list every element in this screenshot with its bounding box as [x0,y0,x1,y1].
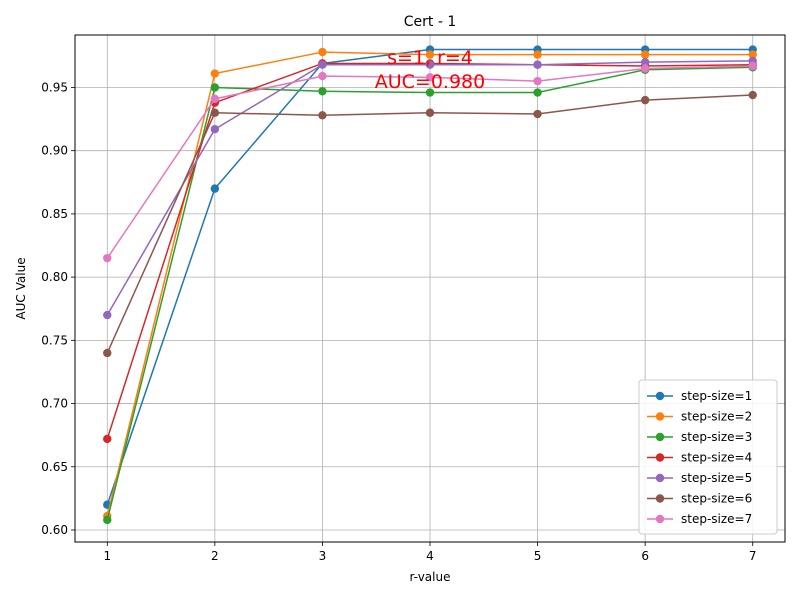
legend-swatch-marker [655,412,665,421]
axis-ticks: 1 2 3 4 5 6 7 0.60 0.65 0.70 0.75 0.80 0.85 0.90 0.95 [41,80,756,563]
y-tick-label: 0.95 [41,80,68,94]
legend-swatch-marker [655,494,665,503]
x-tick-label: 5 [534,549,542,563]
data-point [103,515,112,525]
y-tick-label: 0.80 [41,270,68,284]
data-point [318,47,327,57]
data-point [210,94,220,104]
data-point [425,50,435,59]
legend-entry: step-size=4 [681,451,752,465]
data-point [103,434,112,444]
data-point [640,95,650,105]
data-point [533,76,542,86]
data-point [210,108,220,117]
legend-entry: step-size=7 [681,512,752,526]
data-point [425,60,435,69]
data-point [210,69,220,78]
y-tick-label: 0.60 [41,523,68,537]
data-point [210,83,220,92]
legend-swatch-marker [655,391,665,401]
legend-entry: step-size=1 [681,389,752,403]
data-point [425,108,435,117]
y-tick-label: 0.65 [41,460,68,474]
x-tick-label: 7 [749,549,757,563]
data-point [640,50,650,59]
data-point [210,124,220,134]
data-point [210,184,220,193]
data-point [533,50,542,59]
y-tick-label: 0.85 [41,207,68,221]
data-point [748,50,757,59]
x-tick-label: 3 [319,549,327,563]
legend-entry: step-size=6 [681,492,752,506]
data-point [748,90,757,100]
legend-entry: step-size=5 [681,471,752,485]
grid-lines [75,35,785,542]
data-point [103,348,112,358]
y-tick-label: 0.70 [41,397,68,411]
y-tick-label: 0.75 [41,333,68,347]
x-tick-label: 6 [641,549,649,563]
data-point [640,57,650,67]
y-axis-label: AUC Value [14,257,28,319]
x-tick-label: 4 [426,549,434,563]
legend-swatch-marker [655,473,665,483]
data-point [425,73,435,82]
y-tick-label: 0.90 [41,144,68,158]
data-point [103,310,112,320]
annotation-text: AUC=0.980 [375,71,485,93]
legend-box [638,379,778,535]
legend-entry: step-size=3 [681,430,752,444]
chart-title: Cert - 1 [404,14,457,30]
annotation-text: s=1, r=4 [387,47,473,69]
x-axis-label: r-value [410,570,451,584]
legend-entry: step-size=2 [681,410,752,424]
data-point [748,61,757,71]
x-tick-label: 1 [103,549,111,563]
data-point [318,87,327,96]
data-point [425,88,435,97]
data-point [533,60,542,69]
legend-swatch-marker [655,514,665,524]
data-point [318,111,327,120]
legend-swatch-marker [655,432,665,442]
data-point [640,64,650,73]
data-point [533,109,542,119]
legend: step-size=1 step-size=2 step-size=3 step-si… [638,379,778,535]
legend-swatch-marker [655,453,665,462]
series-layer [103,45,757,525]
data-point [533,88,542,97]
data-point [318,71,327,81]
data-point [318,60,327,69]
x-tick-label: 2 [211,549,219,563]
data-point [103,253,112,263]
